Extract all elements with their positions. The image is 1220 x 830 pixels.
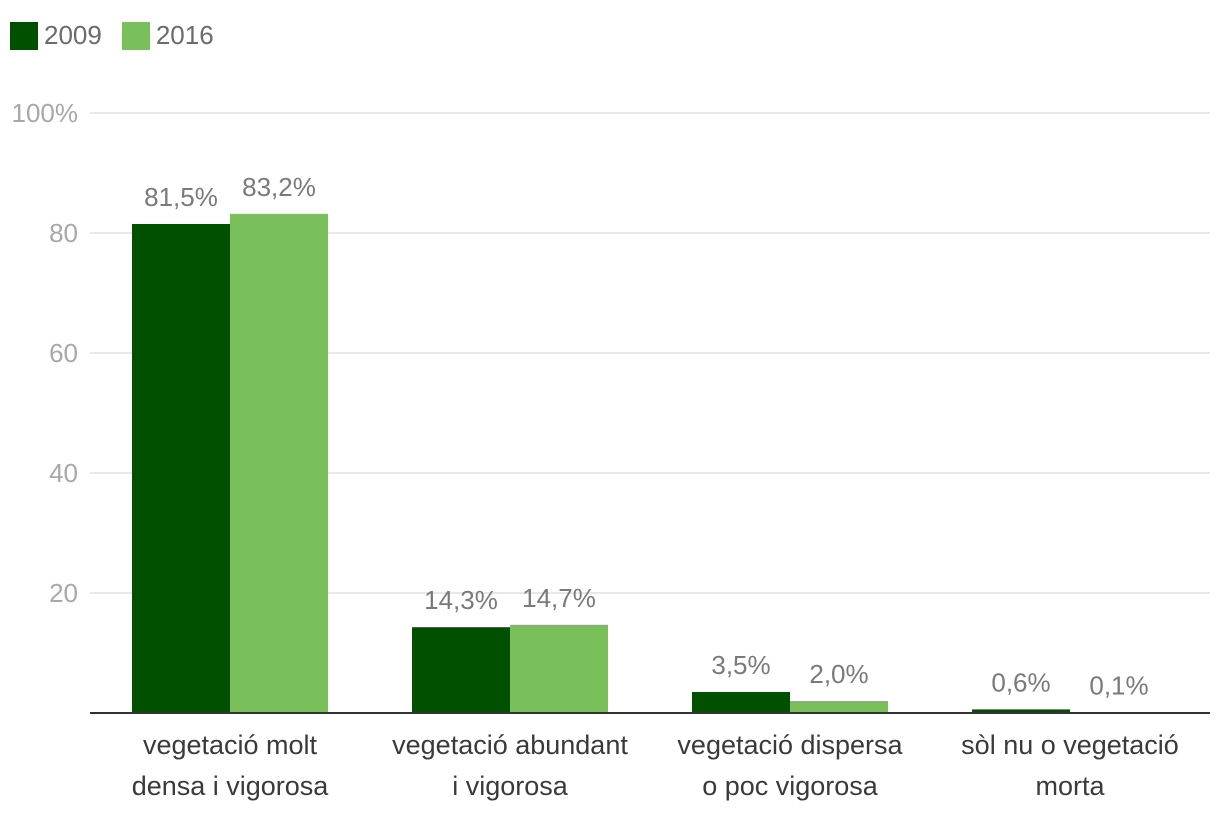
y-tick-label: 40: [49, 458, 78, 488]
x-category-label: morta: [1035, 771, 1105, 801]
data-label: 0,6%: [991, 667, 1050, 697]
legend-label-2016: 2016: [155, 20, 214, 50]
y-tick-label: 80: [49, 218, 78, 248]
data-label: 14,7%: [522, 583, 596, 613]
x-category-label: o poc vigorosa: [702, 771, 879, 801]
bar: [132, 224, 230, 713]
legend-swatch-2009: [10, 21, 38, 50]
bar: [972, 709, 1070, 713]
x-category-label: sòl nu o vegetació: [961, 730, 1179, 760]
x-category-label: vegetació abundant: [392, 730, 628, 760]
y-tick-label: 20: [49, 578, 78, 608]
bar: [692, 692, 790, 713]
x-category-label: vegetació molt: [143, 730, 318, 760]
legend-item-2009: 2009: [10, 20, 102, 51]
data-label: 83,2%: [242, 172, 316, 202]
data-label: 2,0%: [809, 659, 868, 689]
data-label: 81,5%: [144, 182, 218, 212]
x-category-label: i vigorosa: [452, 771, 569, 801]
x-category-label: densa i vigorosa: [132, 771, 330, 801]
legend-label-2009: 2009: [44, 20, 102, 50]
data-label: 0,1%: [1089, 670, 1148, 700]
data-label: 14,3%: [424, 585, 498, 615]
x-category-label: vegetació dispersa: [677, 730, 903, 760]
bar: [510, 624, 608, 713]
bar: [230, 213, 328, 714]
y-tick-label: 100%: [12, 98, 79, 128]
bar: [790, 701, 888, 713]
legend-item-2016: 2016: [121, 20, 214, 51]
legend-swatch-2016: [121, 21, 150, 50]
data-label: 3,5%: [711, 650, 770, 680]
y-tick-label: 60: [49, 338, 78, 368]
bar: [412, 627, 510, 713]
legend: 2009 2016: [10, 20, 234, 51]
